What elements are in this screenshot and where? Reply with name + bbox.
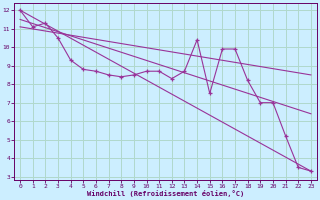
X-axis label: Windchill (Refroidissement éolien,°C): Windchill (Refroidissement éolien,°C) bbox=[87, 190, 244, 197]
